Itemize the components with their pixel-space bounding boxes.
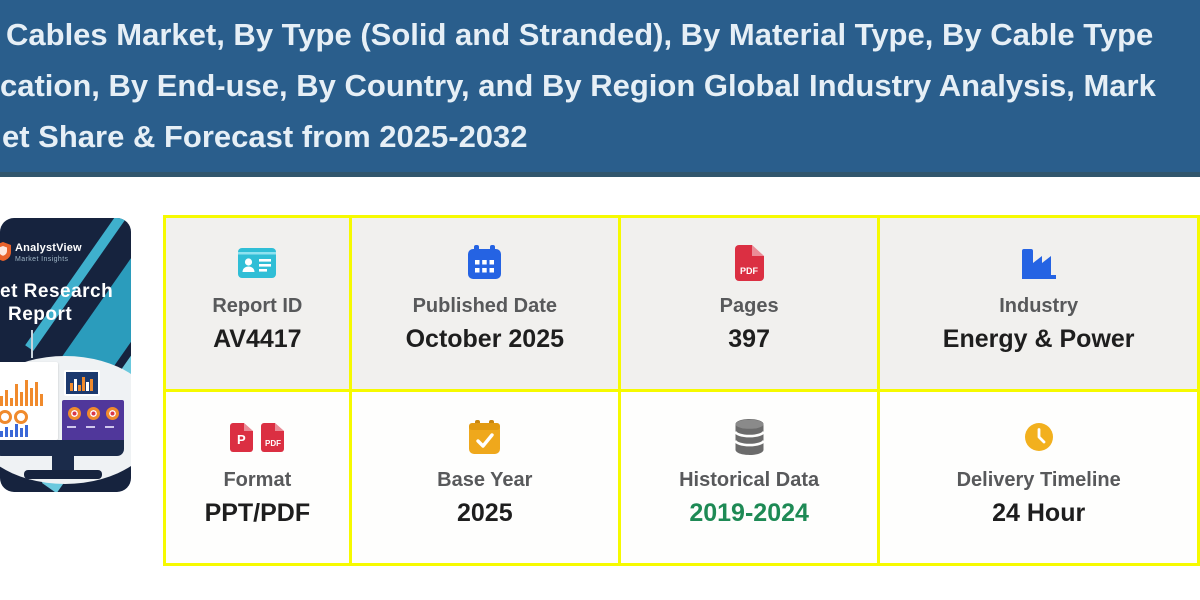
card-label: Format xyxy=(223,469,292,491)
card-label: Pages xyxy=(719,295,779,317)
svg-text:P: P xyxy=(237,432,246,447)
card-value: Energy & Power xyxy=(942,325,1135,353)
pdf-file-icon: PDF xyxy=(622,245,875,281)
card-value: PPT/PDF xyxy=(204,499,311,527)
brand-subtitle: Market Insights xyxy=(15,256,69,263)
card-value: 2025 xyxy=(457,499,513,527)
svg-text:PDF: PDF xyxy=(265,439,281,448)
calendar-icon xyxy=(353,245,616,281)
svg-text:PDF: PDF xyxy=(740,266,759,276)
card-label: Report ID xyxy=(212,295,303,317)
delivery-timeline-card: Delivery Timeline 24 Hour xyxy=(877,389,1200,566)
card-label: Historical Data xyxy=(679,469,820,491)
published-date-card: Published Date October 2025 xyxy=(348,215,621,392)
card-value: 397 xyxy=(728,325,770,353)
cover-title-line-1: et Research xyxy=(0,281,114,302)
cover-bar-chart-panel xyxy=(0,362,58,440)
pages-card: PDF Pages 397 xyxy=(617,215,881,392)
shield-logo-icon xyxy=(0,242,11,266)
donut-chart-icon xyxy=(0,410,12,424)
factory-icon xyxy=(882,245,1196,281)
card-label: Published Date xyxy=(412,295,558,317)
cover-title-line-2: Report xyxy=(8,304,73,325)
clock-icon xyxy=(882,419,1196,455)
card-value: October 2025 xyxy=(405,325,565,353)
card-value: AV4417 xyxy=(213,325,302,353)
cover-donut-panel xyxy=(62,400,124,442)
cover-pointer-line xyxy=(31,330,33,358)
card-value: 2019-2024 xyxy=(689,499,809,527)
report-title-line-1: Cables Market, By Type (Solid and Strand… xyxy=(6,17,1154,52)
report-meta-grid: Report ID AV4417 Published Date October … xyxy=(163,215,1200,566)
base-year-card: Base Year 2025 xyxy=(348,389,621,566)
brand-logo: AnalystView Market Insights xyxy=(0,242,82,266)
blue-bar-chart xyxy=(0,424,28,437)
historical-data-card: Historical Data 2019-2024 xyxy=(617,389,881,566)
card-label: Base Year xyxy=(437,469,533,491)
database-icon xyxy=(622,419,875,455)
report-title-line-3: et Share & Forecast from 2025-2032 xyxy=(2,119,528,154)
cover-title: et Research Report xyxy=(0,280,113,326)
report-cover-thumbnail: AnalystView Market Insights et Research … xyxy=(0,218,131,492)
monitor-bezel xyxy=(0,440,124,456)
report-title-line-2: cation, By End-use, By Country, and By R… xyxy=(0,68,1156,103)
card-label: Delivery Timeline xyxy=(956,469,1121,491)
calendar-check-icon xyxy=(353,419,616,455)
report-title-banner: Cables Market, By Type (Solid and Strand… xyxy=(0,0,1200,177)
cover-mini-chart-panel xyxy=(64,370,100,396)
ppt-pdf-file-icons: P PDF xyxy=(167,419,347,455)
brand-name: AnalystView xyxy=(15,242,82,254)
card-value: 24 Hour xyxy=(992,499,1086,527)
id-card-icon xyxy=(167,245,347,281)
monitor-stand xyxy=(52,456,74,470)
report-title: Cables Market, By Type (Solid and Strand… xyxy=(0,0,1200,162)
card-label: Industry xyxy=(999,295,1079,317)
industry-card: Industry Energy & Power xyxy=(877,215,1200,392)
donut-chart-icon xyxy=(14,410,28,424)
monitor-base xyxy=(24,470,102,479)
format-card: P PDF Format PPT/PDF xyxy=(163,389,352,566)
orange-bar-chart xyxy=(0,376,43,406)
report-id-card: Report ID AV4417 xyxy=(163,215,352,392)
